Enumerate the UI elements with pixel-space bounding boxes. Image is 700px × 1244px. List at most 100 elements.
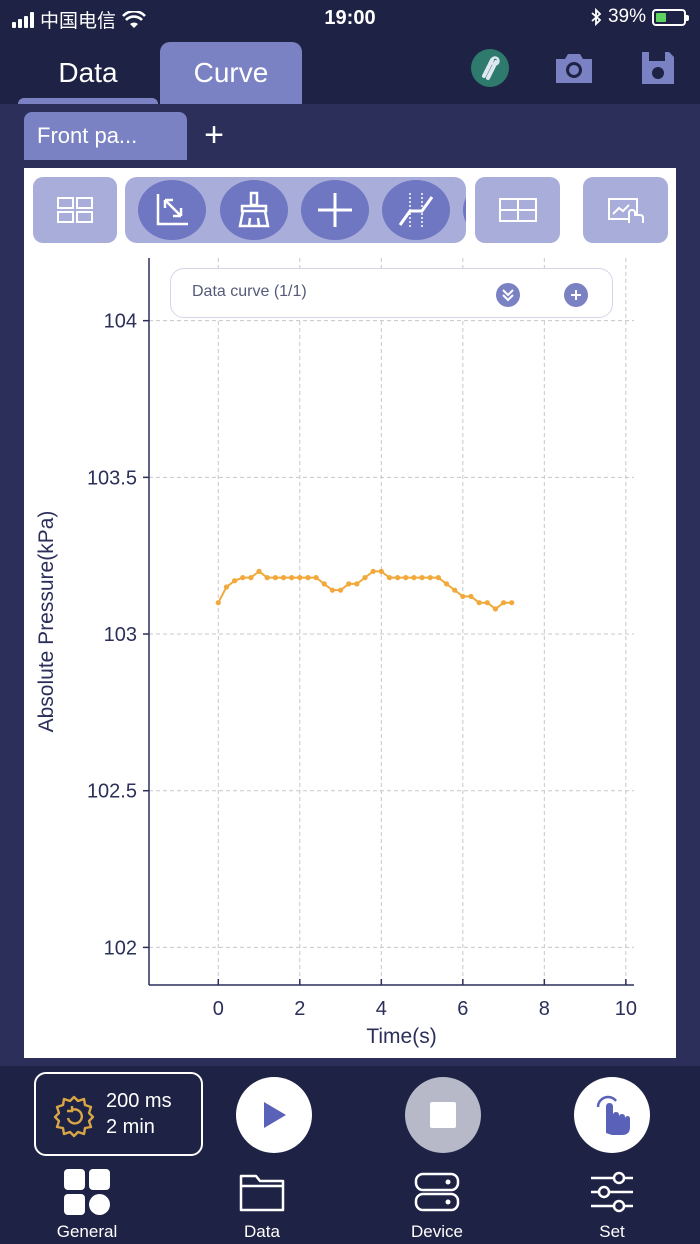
battery-percent: 39% xyxy=(607,6,646,27)
data-point xyxy=(248,575,254,581)
stop-button[interactable] xyxy=(405,1077,481,1153)
y-tick-label: 102.5 xyxy=(87,781,137,803)
y-tick-label: 104 xyxy=(104,311,137,333)
data-point xyxy=(329,587,336,593)
link-icon[interactable] xyxy=(468,48,512,88)
save-icon[interactable] xyxy=(636,48,680,88)
data-point xyxy=(509,600,515,606)
add-tab-button[interactable]: + xyxy=(204,116,224,154)
status-left: 中国电信 xyxy=(12,6,146,33)
stop-icon xyxy=(430,1102,456,1128)
y-tick-label: 103 xyxy=(104,624,137,646)
table-button[interactable] xyxy=(475,177,560,243)
data-point xyxy=(215,600,221,606)
touch-button[interactable] xyxy=(574,1077,650,1153)
chart-panel: 0 2 4 6 8 10 102 102.5 103 103.5 104 Time(s) Absolut… xyxy=(24,168,676,1058)
data-point xyxy=(240,575,246,581)
x-tick-label: 6 xyxy=(457,998,468,1020)
clear-brush-icon xyxy=(238,191,270,228)
nav-set[interactable]: Set xyxy=(552,1168,672,1242)
data-point xyxy=(231,578,238,584)
duration: 2 min xyxy=(106,1116,155,1138)
zoom-fit-icon xyxy=(156,194,188,226)
data-point xyxy=(419,575,425,581)
nav-general-label: General xyxy=(56,1222,118,1241)
battery-fill xyxy=(656,12,667,22)
status-time: 19:00 xyxy=(324,7,376,29)
table-icon xyxy=(498,198,537,222)
touch-hand-icon xyxy=(596,1095,630,1135)
data-point xyxy=(264,575,270,581)
sub-tab-front-panel[interactable]: Front pa... xyxy=(24,112,187,160)
chevron-double-down-icon[interactable] xyxy=(496,283,520,307)
data-point xyxy=(354,581,360,587)
clear-button[interactable] xyxy=(220,180,288,240)
data-point xyxy=(395,575,401,581)
data-point xyxy=(411,575,417,581)
nav-data-label: Data xyxy=(244,1222,280,1241)
data-point xyxy=(272,575,278,581)
pressure-chart[interactable]: 0 2 4 6 8 10 102 102.5 103 103.5 104 Time(s) Absolut… xyxy=(24,168,676,1058)
data-point xyxy=(321,581,327,587)
timer-settings-icon xyxy=(53,1095,95,1138)
data-point xyxy=(476,600,482,606)
touch-screen-icon xyxy=(607,198,644,223)
x-tick-label: 0 xyxy=(213,998,224,1020)
nav-data[interactable]: Data xyxy=(202,1168,322,1242)
x-tick-label: 4 xyxy=(376,998,387,1020)
chart-tools-group xyxy=(125,177,466,243)
camera-icon[interactable] xyxy=(552,48,596,88)
status-right: 39% xyxy=(590,6,689,28)
tab-curve[interactable]: Curve xyxy=(160,42,302,104)
x-axis-title: Time(s) xyxy=(366,1025,436,1048)
crosshair-icon xyxy=(318,193,352,227)
tangent-button[interactable] xyxy=(382,180,450,240)
bluetooth-icon xyxy=(591,8,602,26)
tab-data[interactable]: Data xyxy=(18,42,158,104)
data-point xyxy=(403,575,409,581)
data-point xyxy=(370,568,376,574)
more-tools-button[interactable] xyxy=(463,180,466,240)
device-server-icon xyxy=(414,1172,460,1212)
nav-set-label: Set xyxy=(599,1222,625,1241)
acquisition-controls: 200 ms 2 min xyxy=(0,1066,700,1164)
data-point xyxy=(280,575,287,581)
data-point xyxy=(484,600,490,606)
x-tick-label: 2 xyxy=(294,998,305,1020)
x-tick-label: 8 xyxy=(539,998,550,1020)
x-tick-label: 10 xyxy=(615,998,637,1020)
data-point xyxy=(443,581,450,587)
nav-general[interactable]: General xyxy=(27,1168,147,1242)
play-button[interactable] xyxy=(236,1077,312,1153)
data-point xyxy=(492,606,499,612)
data-point xyxy=(337,587,344,593)
sliders-icon xyxy=(591,1171,633,1213)
data-point xyxy=(460,593,466,600)
sub-tab-bar: Front pa... + xyxy=(0,104,700,160)
curve-selector[interactable]: Data curve (1/1) xyxy=(170,268,613,318)
general-grid-icon xyxy=(64,1169,110,1215)
data-point xyxy=(378,568,384,574)
status-bar: 中国电信 19:00 39% xyxy=(0,0,700,36)
bottom-nav: General Data Device Set xyxy=(0,1164,700,1244)
touch-screen-button[interactable] xyxy=(583,177,668,243)
y-tick-label: 103.5 xyxy=(87,467,137,489)
signal-icon xyxy=(12,11,34,28)
grid-layout-button[interactable] xyxy=(33,177,117,243)
y-tick-label: 102 xyxy=(104,937,137,959)
zoom-fit-button[interactable] xyxy=(138,180,206,240)
data-point xyxy=(468,593,474,600)
tangent-icon xyxy=(398,193,434,227)
sample-rate-text: 200 ms 2 min xyxy=(106,1088,172,1140)
crosshair-button[interactable] xyxy=(301,180,369,240)
sample-interval: 200 ms xyxy=(106,1090,172,1112)
data-point xyxy=(256,568,262,574)
data-point xyxy=(297,575,303,581)
plus-circle-icon[interactable] xyxy=(564,283,588,307)
nav-device[interactable]: Device xyxy=(377,1168,497,1242)
y-axis-title: Absolute Pressure(kPa) xyxy=(35,511,58,733)
data-point xyxy=(386,575,393,581)
data-point xyxy=(289,575,295,581)
sample-rate-button[interactable]: 200 ms 2 min xyxy=(34,1072,203,1156)
folder-icon xyxy=(239,1174,285,1212)
